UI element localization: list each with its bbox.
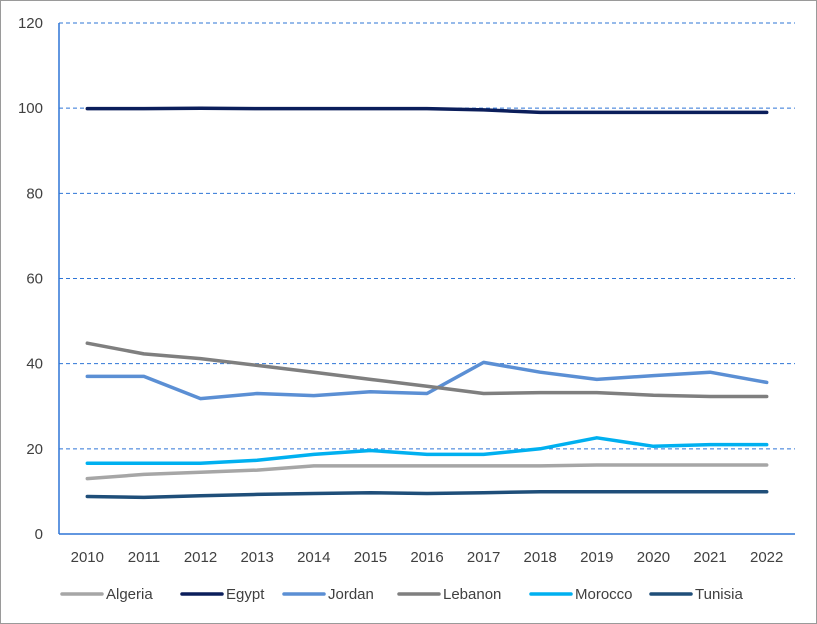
x-tick-label: 2020 xyxy=(637,549,670,566)
legend-label-algeria: Algeria xyxy=(106,586,153,603)
legend-label-morocco: Morocco xyxy=(575,586,633,603)
y-tick-label: 40 xyxy=(26,356,43,373)
y-tick-labels: 0 20 40 60 80 100 120 xyxy=(18,15,43,543)
x-tick-label: 2016 xyxy=(410,549,443,566)
x-tick-label: 2010 xyxy=(71,549,104,566)
x-tick-label: 2012 xyxy=(184,549,217,566)
series-line-morocco xyxy=(85,436,769,466)
y-tick-label: 60 xyxy=(26,271,43,288)
series-line-egypt xyxy=(85,106,769,115)
series-line-lebanon xyxy=(85,341,769,399)
y-tick-label: 100 xyxy=(18,100,43,117)
gridlines xyxy=(59,22,795,450)
x-tick-label: 2015 xyxy=(354,549,387,566)
x-tick-labels: 2010 2011 2012 2013 2014 2015 2016 2017 2018 2019… xyxy=(71,549,784,566)
series-line-tunisia xyxy=(85,490,769,500)
series-line-algeria xyxy=(85,463,769,481)
x-tick-label: 2014 xyxy=(297,549,330,566)
x-tick-label: 2022 xyxy=(750,549,783,566)
legend-label-jordan: Jordan xyxy=(328,586,374,603)
y-tick-label: 0 xyxy=(35,526,43,543)
y-tick-label: 20 xyxy=(26,441,43,458)
legend-label-tunisia: Tunisia xyxy=(695,586,743,603)
x-tick-label: 2013 xyxy=(240,549,273,566)
legend-label-egypt: Egypt xyxy=(226,586,265,603)
x-tick-label: 2018 xyxy=(524,549,557,566)
y-tick-label: 120 xyxy=(18,15,43,32)
x-tick-label: 2011 xyxy=(128,549,160,566)
y-tick-label: 80 xyxy=(26,185,43,202)
x-tick-label: 2017 xyxy=(467,549,500,566)
legend-label-lebanon: Lebanon xyxy=(443,586,501,603)
x-tick-label: 2019 xyxy=(580,549,613,566)
legend: Algeria Egypt Jordan Lebanon Morocco Tunisia xyxy=(60,586,743,603)
series-line-jordan xyxy=(85,360,769,401)
series-lines xyxy=(85,106,769,500)
axes xyxy=(58,23,795,535)
x-tick-label: 2021 xyxy=(693,549,726,566)
